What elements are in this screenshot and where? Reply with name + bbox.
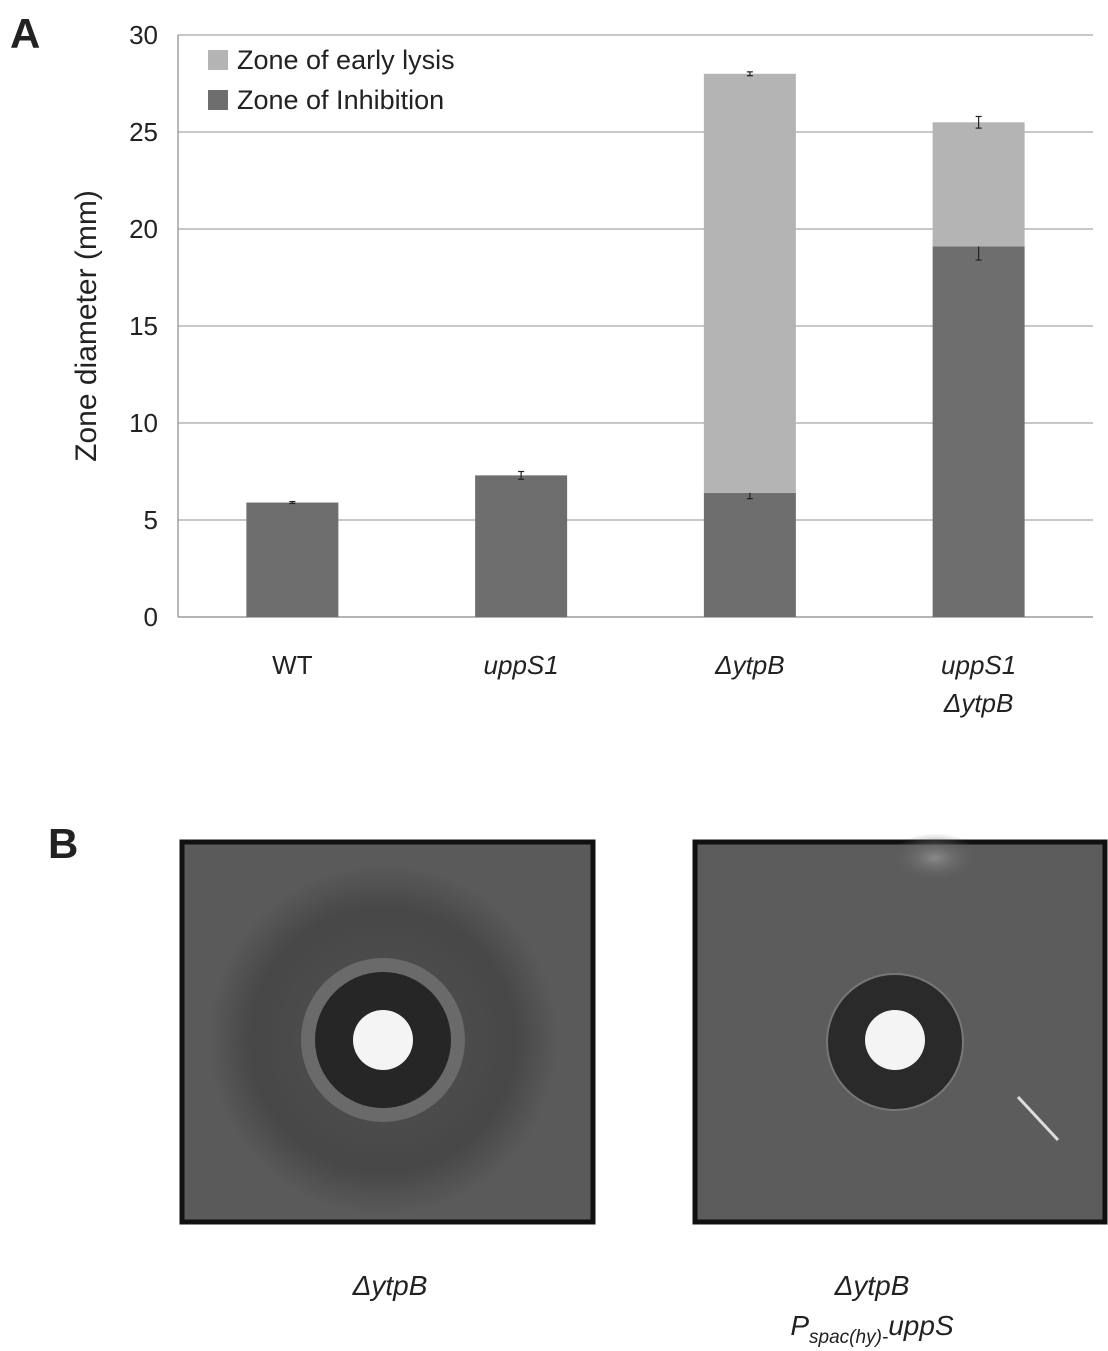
y-tick-label: 5 <box>144 505 158 535</box>
y-tick-label: 15 <box>129 311 158 341</box>
caption-part: uppS <box>888 1310 954 1341</box>
legend-label: Zone of early lysis <box>237 45 455 75</box>
caption-sub: spac(hy)- <box>809 1327 888 1348</box>
y-axis-title: Zone diameter (mm) <box>70 190 103 462</box>
x-tick-label: uppS1 <box>941 650 1016 680</box>
photo <box>692 833 1108 1225</box>
y-tick-label: 10 <box>129 408 158 438</box>
bar-segment <box>703 492 796 617</box>
legend-swatch <box>208 50 228 70</box>
photo-caption: ΔytpB <box>834 1270 910 1301</box>
caption-part: P <box>790 1310 809 1341</box>
bar-segment <box>246 502 339 617</box>
error-bar <box>289 500 296 505</box>
y-tick-label: 20 <box>129 214 158 244</box>
bar-segment <box>475 475 568 617</box>
photo <box>179 839 596 1225</box>
y-tick-label: 0 <box>144 602 158 632</box>
photo-caption: Pspac(hy)-uppS <box>790 1310 954 1348</box>
panel-label: A <box>10 10 40 57</box>
y-tick-label: 30 <box>129 20 158 50</box>
x-tick-label: WT <box>272 650 313 680</box>
legend-label: Zone of Inhibition <box>237 85 444 115</box>
error-bar <box>975 115 982 129</box>
x-tick-label: ΔytpB <box>714 650 784 680</box>
error-bar <box>518 470 525 480</box>
x-tick-label: uppS1 <box>484 650 559 680</box>
x-tick-label: ΔytpB <box>943 688 1013 718</box>
legend-swatch <box>208 90 228 110</box>
bar-segment <box>703 73 796 493</box>
photo-caption: ΔytpB <box>352 1270 428 1301</box>
bar-segment <box>932 122 1025 247</box>
y-tick-label: 25 <box>129 117 158 147</box>
panel-label: B <box>48 820 78 867</box>
error-bar <box>746 71 753 77</box>
bar-segment <box>932 246 1025 617</box>
